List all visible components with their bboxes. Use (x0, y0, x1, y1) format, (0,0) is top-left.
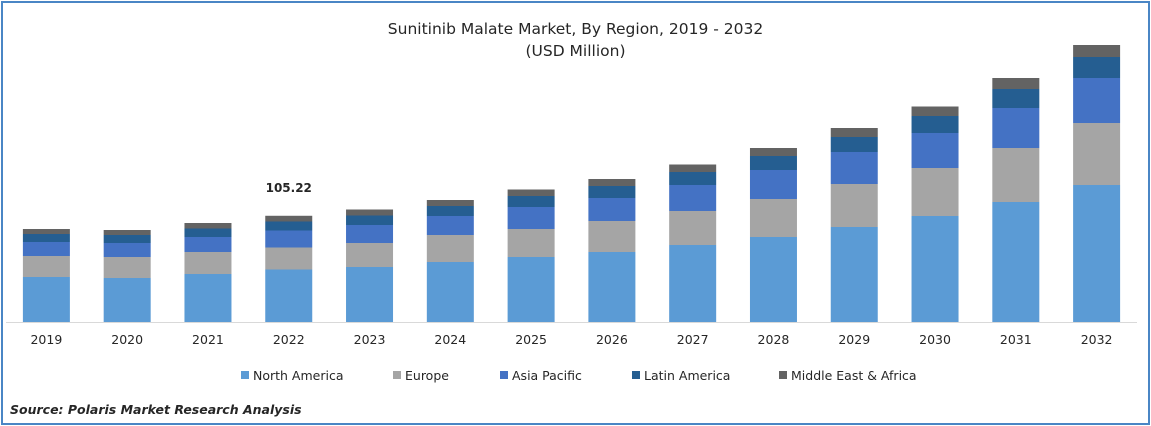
bar-segment-europe-2030 (911, 168, 959, 216)
x-tick-label-2020: 2020 (111, 332, 143, 347)
x-tick-label-2031: 2031 (1000, 332, 1032, 347)
bar-segment-europe-2022 (265, 247, 313, 270)
bar-segment-europe-2019 (22, 256, 70, 277)
bar-segment-north-america-2030 (911, 216, 959, 322)
bar-segment-north-america-2024 (426, 262, 474, 322)
bar-segment-asia-pacific-2025 (507, 207, 555, 229)
x-tick-label-2022: 2022 (273, 332, 305, 347)
bar-segment-asia-pacific-2019 (22, 242, 70, 256)
bar-segment-asia-pacific-2031 (992, 108, 1040, 148)
bar-segment-middle-east-africa-2023 (346, 209, 394, 216)
legend-swatch-asia-pacific (500, 371, 508, 379)
legend-label-europe: Europe (405, 368, 449, 383)
bar-segment-middle-east-africa-2029 (830, 128, 878, 137)
bar-segment-latin-america-2031 (992, 89, 1040, 108)
bar-segment-middle-east-africa-2024 (426, 200, 474, 206)
chart-subtitle: (USD Million) (525, 42, 626, 60)
x-tick-label-2029: 2029 (838, 332, 870, 347)
bar-segment-europe-2025 (507, 229, 555, 257)
bar-segment-europe-2026 (588, 221, 636, 252)
bar-segment-north-america-2032 (1073, 185, 1121, 322)
x-tick-label-2026: 2026 (596, 332, 628, 347)
bar-segment-north-america-2022 (265, 269, 313, 322)
bar-segment-asia-pacific-2024 (426, 216, 474, 235)
legend-label-latin-america: Latin America (644, 368, 730, 383)
bar-segment-middle-east-africa-2025 (507, 189, 555, 196)
source-note: Source: Polaris Market Research Analysis (10, 402, 302, 417)
bar-segment-latin-america-2027 (669, 172, 717, 185)
data-label-2022: 105.22 (266, 181, 312, 195)
bar-segment-north-america-2019 (22, 277, 70, 322)
bar-segment-asia-pacific-2023 (346, 225, 394, 243)
legend-swatch-north-america (241, 371, 249, 379)
bar-segment-asia-pacific-2028 (749, 170, 797, 199)
bar-segment-middle-east-africa-2022 (265, 215, 313, 222)
bar-segment-latin-america-2030 (911, 116, 959, 133)
legend-label-middle-east-africa: Middle East & Africa (791, 368, 917, 383)
bar-segment-asia-pacific-2029 (830, 152, 878, 184)
bar-segment-middle-east-africa-2020 (103, 230, 151, 235)
bar-segment-europe-2024 (426, 235, 474, 262)
bar-segment-europe-2027 (669, 211, 717, 245)
bar-segment-north-america-2026 (588, 252, 636, 322)
legend-swatch-latin-america (632, 371, 640, 379)
legend-swatch-middle-east-africa (779, 371, 787, 379)
bar-segment-middle-east-africa-2019 (22, 229, 70, 234)
bar-segment-europe-2021 (184, 252, 232, 274)
bar-segment-asia-pacific-2021 (184, 237, 232, 252)
legend-label-north-america: North America (253, 368, 344, 383)
bar-segment-asia-pacific-2026 (588, 198, 636, 221)
bar-segment-north-america-2028 (749, 237, 797, 322)
bar-segment-europe-2028 (749, 199, 797, 237)
x-tick-label-2024: 2024 (434, 332, 466, 347)
bar-segment-middle-east-africa-2028 (749, 148, 797, 156)
chart-title: Sunitinib Malate Market, By Region, 2019… (387, 20, 764, 38)
bar-segment-middle-east-africa-2027 (669, 164, 717, 172)
bar-segment-europe-2031 (992, 148, 1040, 202)
x-tick-label-2019: 2019 (30, 332, 62, 347)
bar-segment-latin-america-2032 (1073, 57, 1121, 78)
bar-segment-latin-america-2024 (426, 206, 474, 216)
bar-segment-europe-2020 (103, 257, 151, 278)
x-tick-label-2023: 2023 (354, 332, 386, 347)
bar-segment-latin-america-2019 (22, 234, 70, 242)
bar-segment-latin-america-2029 (830, 137, 878, 152)
bar-segment-europe-2023 (346, 243, 394, 267)
bar-segment-latin-america-2025 (507, 196, 555, 207)
x-tick-label-2021: 2021 (192, 332, 224, 347)
bar-segment-middle-east-africa-2032 (1073, 45, 1121, 57)
bar-segment-latin-america-2028 (749, 156, 797, 170)
bar-segment-north-america-2020 (103, 278, 151, 322)
x-tick-label-2032: 2032 (1081, 332, 1113, 347)
bar-segment-latin-america-2022 (265, 221, 313, 231)
bar-segment-europe-2029 (830, 184, 878, 227)
bar-segment-latin-america-2026 (588, 186, 636, 198)
bar-segment-asia-pacific-2022 (265, 230, 313, 248)
legend-label-asia-pacific: Asia Pacific (512, 368, 582, 383)
bar-segment-middle-east-africa-2026 (588, 179, 636, 186)
bar-segment-latin-america-2021 (184, 228, 232, 237)
legend-swatch-europe (393, 371, 401, 379)
bar-segment-latin-america-2020 (103, 235, 151, 243)
x-tick-label-2028: 2028 (758, 332, 790, 347)
x-tick-label-2025: 2025 (515, 332, 547, 347)
bar-segment-north-america-2031 (992, 202, 1040, 322)
bar-segment-north-america-2021 (184, 274, 232, 322)
bar-segment-asia-pacific-2027 (669, 185, 717, 211)
bar-segment-north-america-2029 (830, 227, 878, 322)
bar-segment-north-america-2025 (507, 257, 555, 322)
bar-segment-asia-pacific-2032 (1073, 78, 1121, 123)
bar-segment-asia-pacific-2030 (911, 133, 959, 168)
bar-segment-latin-america-2023 (346, 215, 394, 225)
x-tick-label-2030: 2030 (919, 332, 951, 347)
bar-segment-europe-2032 (1073, 123, 1121, 185)
bar-segment-middle-east-africa-2031 (992, 78, 1040, 89)
bar-segment-asia-pacific-2020 (103, 243, 151, 257)
x-tick-label-2027: 2027 (677, 332, 709, 347)
bar-segment-north-america-2027 (669, 245, 717, 322)
bar-segment-middle-east-africa-2030 (911, 106, 959, 116)
bar-segment-middle-east-africa-2021 (184, 223, 232, 229)
bar-segment-north-america-2023 (346, 267, 394, 322)
